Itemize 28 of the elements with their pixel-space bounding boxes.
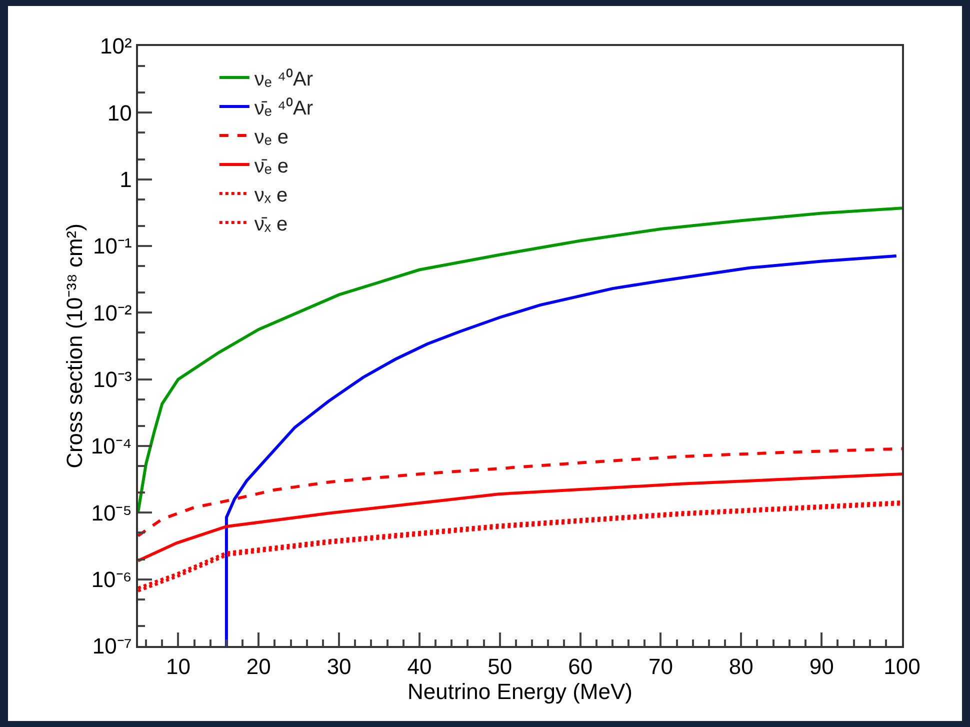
x-tick-label: 90 [809,654,834,680]
x-tick-label: 10 [166,654,190,680]
x-tick-label: 50 [488,654,512,680]
y-tick-label: 10² [100,34,132,59]
legend-label: νₑ e [254,126,289,148]
x-tick-label: 100 [884,654,920,680]
legend-label: ν̄ₑ e [254,155,289,178]
x-tick-label: 40 [407,654,432,680]
x-tick-label: 20 [246,654,271,680]
y-tick-label: 10⁻⁷ [92,634,132,659]
legend-label: ν̄ₓ e [254,213,288,236]
legend-label: νₑ ⁴⁰Ar [254,67,314,90]
y-axis-title: Cross section (10⁻³⁸ cm²) [62,224,88,468]
x-axis-title: Neutrino Energy (MeV) [408,679,632,704]
y-tick-label: 10⁻³ [93,367,132,392]
y-tick-label: 10⁻⁴ [90,434,132,459]
x-tick-label: 60 [568,654,593,680]
y-tick-label: 10⁻² [93,300,132,326]
x-tick-label: 30 [326,654,352,680]
y-tick-label: 10 [107,100,132,126]
x-tick-label: 70 [648,654,673,680]
legend-label: ν̄ₑ ⁴⁰Ar [254,96,314,120]
legend-label: νₓ e [254,184,288,206]
y-tick-label: 10⁻¹ [93,234,132,259]
y-tick-label: 1 [120,167,132,192]
y-tick-label: 10⁻⁵ [91,500,132,526]
x-tick-label: 80 [728,654,754,680]
y-tick-label: 10⁻⁶ [91,567,132,592]
